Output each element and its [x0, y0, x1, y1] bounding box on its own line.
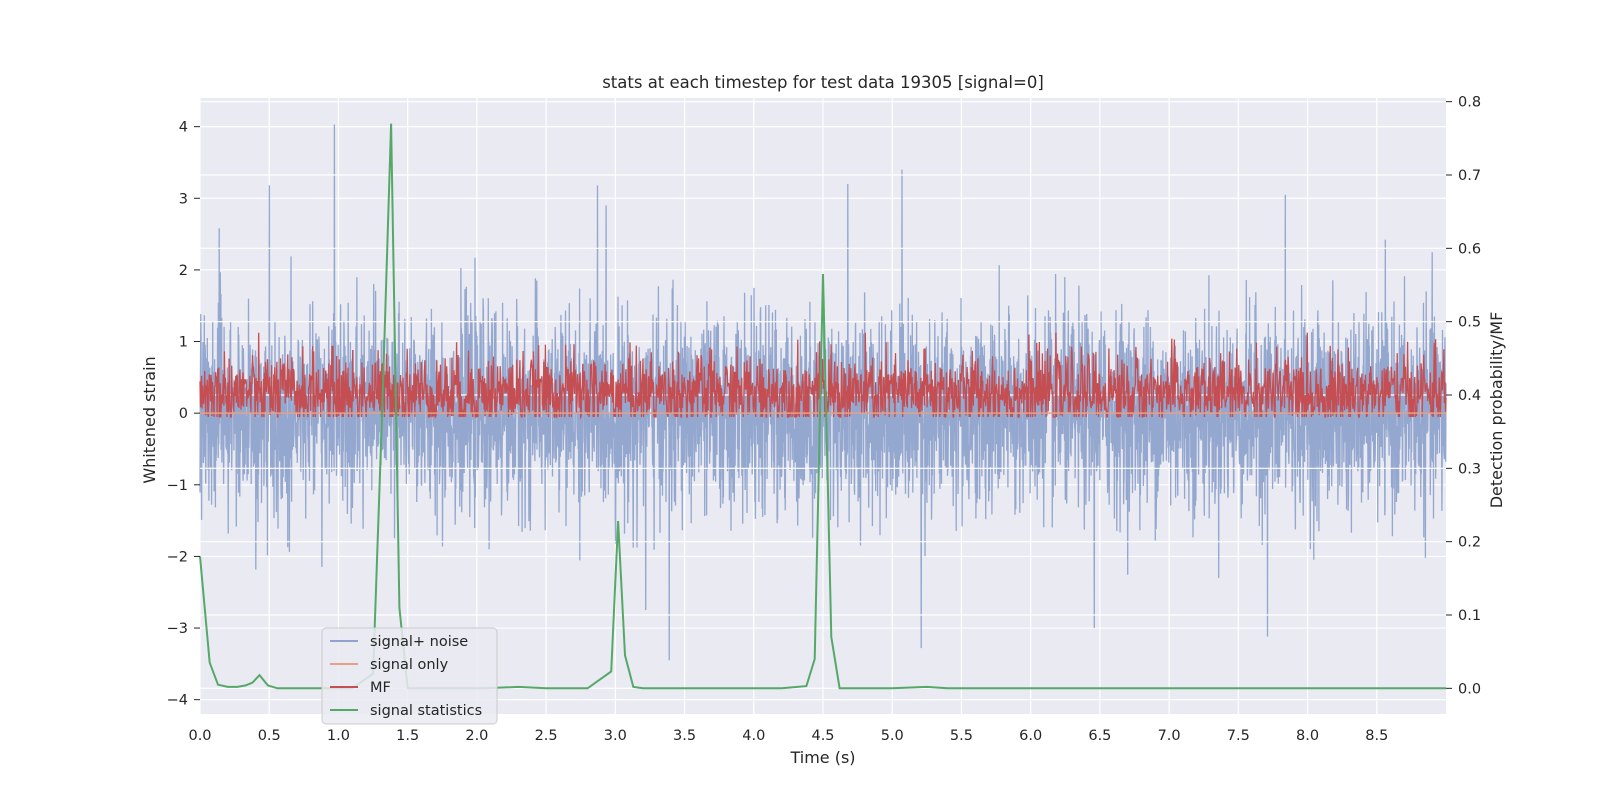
y-tick-label: 0: [179, 406, 188, 422]
legend-box: [321, 627, 498, 725]
y2-tick-label: 0.7: [1458, 168, 1481, 184]
x-tick-label: 3.5: [673, 728, 696, 744]
mf-series: [199, 332, 1447, 420]
x-tick-label: 8.0: [1296, 728, 1319, 744]
y-tick-label: −3: [167, 621, 188, 637]
x-tick-label: 4.0: [742, 728, 765, 744]
y-tick-label: 1: [179, 335, 188, 351]
x-tick-label: 2.0: [465, 728, 488, 744]
legend-label: signal+ noise: [370, 634, 468, 650]
signal-statistics-line: [199, 123, 1446, 690]
x-tick-label: 8.5: [1365, 728, 1388, 744]
y2-tick-label: 0.8: [1458, 95, 1481, 111]
x-tick-label: 7.5: [1227, 728, 1250, 744]
x-tick-label: 5.5: [950, 728, 973, 744]
x-tick-label: 1.0: [327, 728, 350, 744]
legend-label: signal only: [370, 657, 449, 673]
y2-tick-label: 0.2: [1458, 535, 1481, 551]
y2-tick-label: 0.1: [1458, 608, 1481, 624]
legend-label: signal statistics: [370, 703, 482, 719]
y2-tick-label: 0.5: [1458, 315, 1481, 331]
y2-axis-label: Detection probability/MF: [1487, 312, 1506, 509]
x-axis-label: Time (s): [789, 748, 855, 767]
x-tick-label: 7.0: [1158, 728, 1181, 744]
x-tick-label: 2.5: [535, 728, 558, 744]
x-tick-label: 0.0: [188, 728, 211, 744]
y2-tick-label: 0.3: [1458, 461, 1481, 477]
x-tick-label: 6.5: [1088, 728, 1111, 744]
signal-statistics-series: [199, 123, 1446, 690]
x-axis-ticks: 0.0 0.5 1.0 1.5 2.0 2.5 3.0 3.5 4.0 4.5 5.0 5.5 6.0 6…: [188, 728, 1388, 744]
y2-axis-ticks: 0.8 0.7 0.6 0.5 0.4 0.3 0.2 0.1 0.0: [1446, 95, 1481, 697]
x-tick-label: 0.5: [258, 728, 281, 744]
legend: signal+ noise signal only MF signal statist…: [321, 627, 498, 725]
y-axis-label: Whitened strain: [140, 356, 159, 483]
mf-line: [199, 332, 1447, 420]
x-tick-label: 3.0: [604, 728, 627, 744]
x-tick-label: 4.5: [811, 728, 834, 744]
y-tick-label: −2: [167, 549, 188, 565]
x-tick-label: 1.5: [396, 728, 419, 744]
x-tick-label: 5.0: [881, 728, 904, 744]
y2-tick-label: 0.4: [1458, 388, 1481, 404]
y-tick-label: 4: [179, 120, 188, 136]
y-tick-label: 2: [179, 263, 188, 279]
y-tick-label: 3: [179, 191, 188, 207]
y2-tick-label: 0.6: [1458, 241, 1481, 257]
y-axis-ticks: 4 3 2 1 0 −1 −2 −3 −4: [167, 120, 200, 709]
chart-title: stats at each timestep for test data 193…: [602, 73, 1044, 92]
y-tick-label: −4: [167, 693, 188, 709]
legend-label: MF: [370, 680, 391, 696]
y-tick-label: −1: [167, 478, 188, 494]
x-tick-label: 6.0: [1019, 728, 1042, 744]
y2-tick-label: 0.0: [1458, 681, 1481, 697]
